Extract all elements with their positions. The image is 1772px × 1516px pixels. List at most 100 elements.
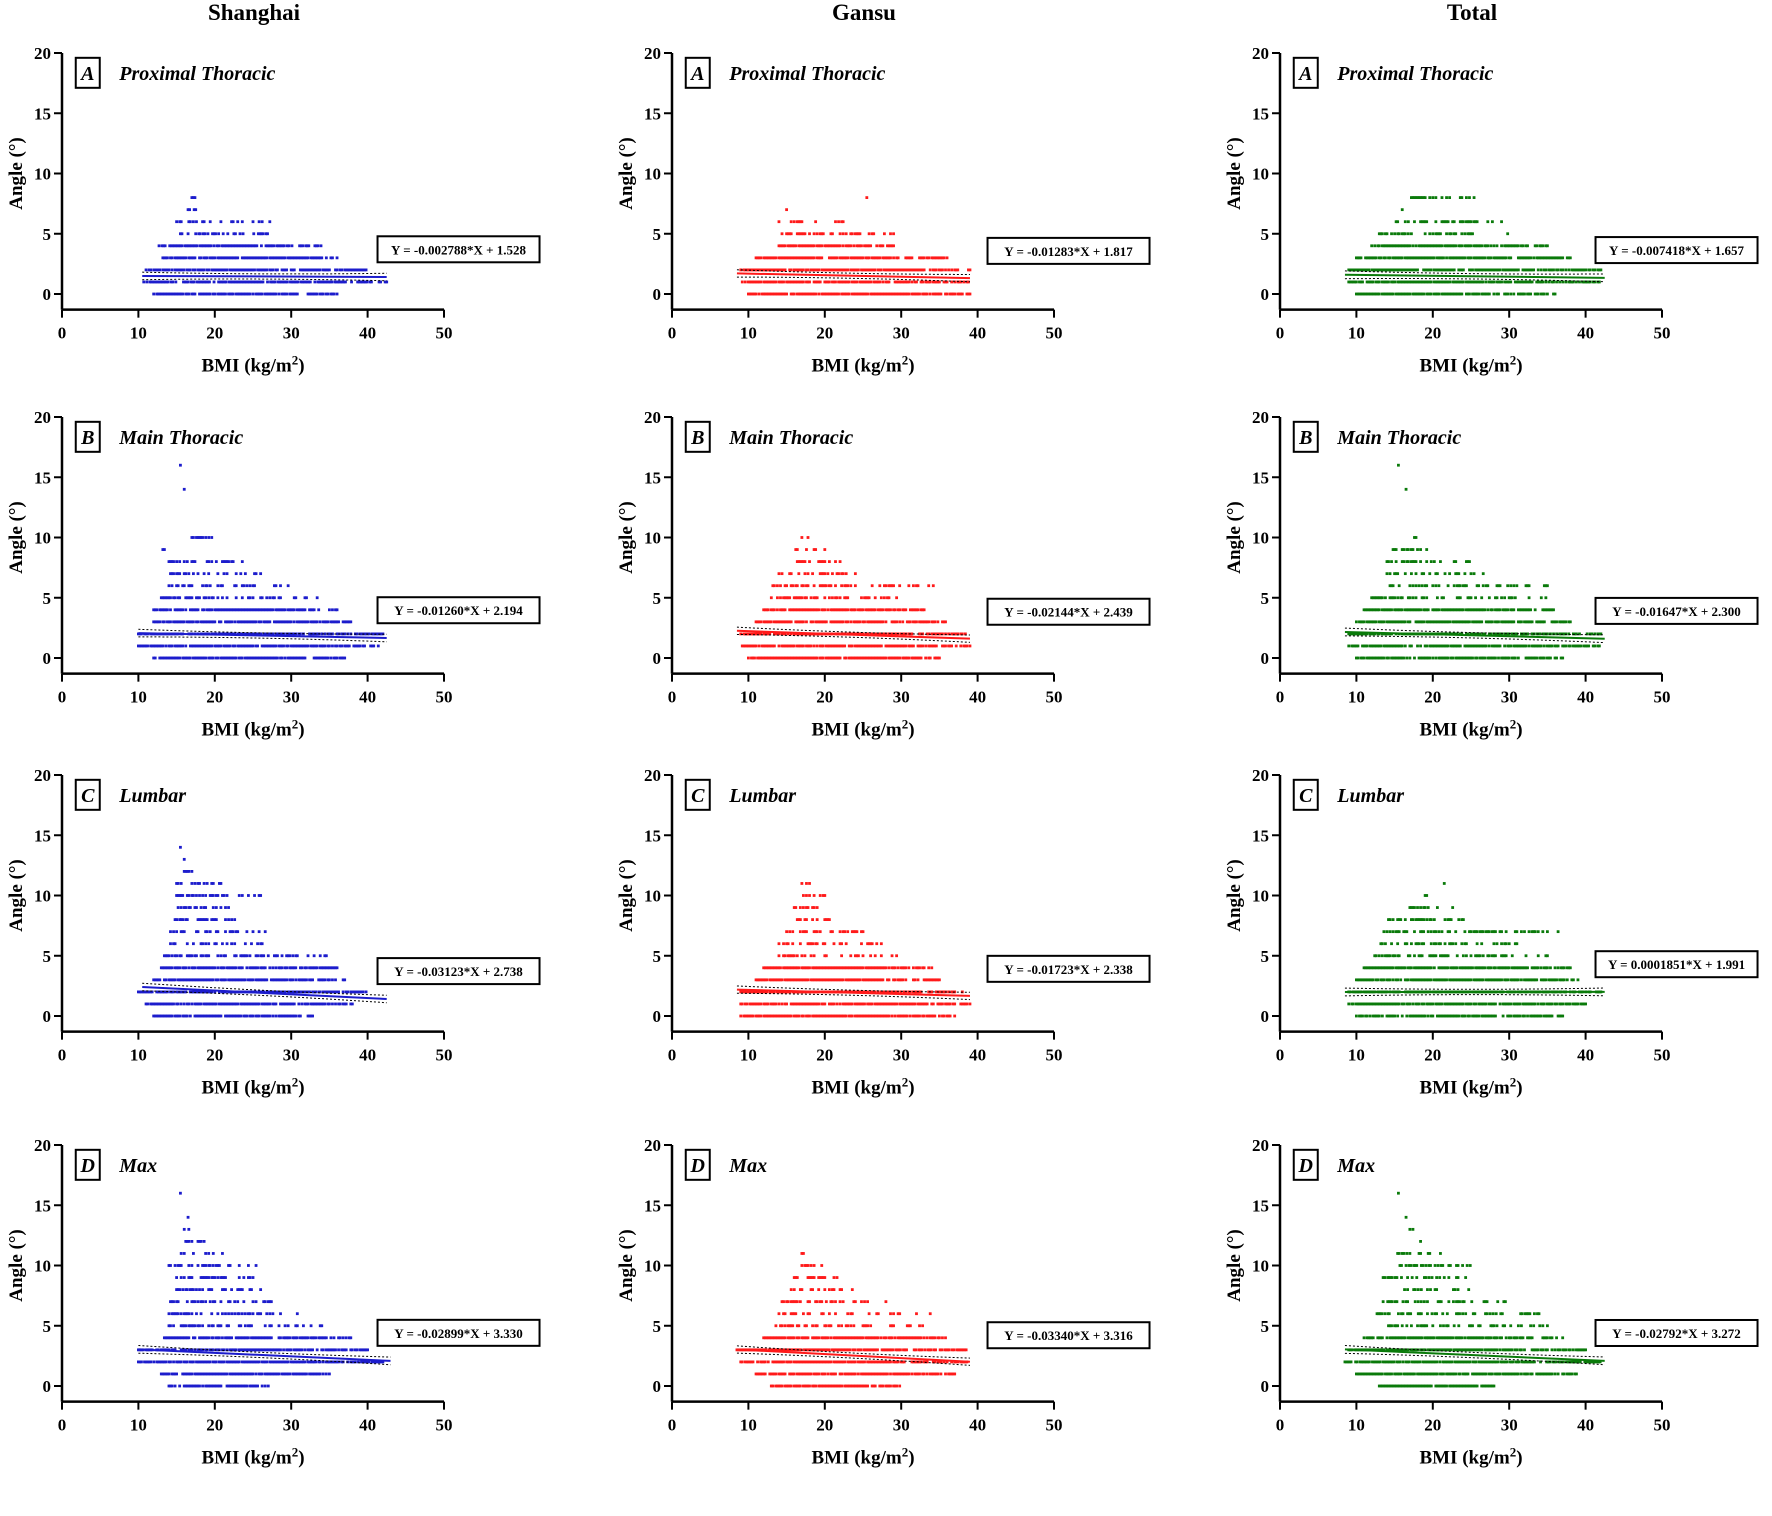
data-point	[838, 596, 842, 600]
data-point	[237, 1372, 241, 1376]
data-point	[187, 1336, 191, 1340]
data-point	[785, 232, 788, 236]
data-point	[251, 268, 255, 272]
data-point	[820, 292, 824, 296]
data-point	[786, 942, 790, 946]
x-tick-label: 30	[283, 688, 300, 707]
data-point	[759, 990, 763, 994]
data-point	[253, 1336, 256, 1340]
data-point	[283, 656, 287, 660]
data-point	[763, 978, 767, 982]
y-tick-label: 0	[43, 285, 52, 304]
data-point	[864, 244, 868, 248]
data-point	[309, 1348, 313, 1352]
data-point	[355, 268, 359, 272]
data-point	[794, 584, 798, 588]
data-point	[187, 906, 191, 909]
data-point	[837, 620, 840, 624]
data-point	[337, 1348, 340, 1352]
data-point	[279, 596, 282, 600]
data-point	[779, 280, 782, 284]
data-point	[303, 990, 307, 994]
data-point	[268, 1360, 272, 1364]
data-point	[892, 232, 895, 236]
data-point	[934, 256, 938, 260]
data-point	[786, 596, 790, 600]
data-point	[795, 292, 799, 296]
data-point	[199, 966, 203, 970]
data-point	[210, 620, 214, 624]
data-point	[905, 280, 909, 284]
data-point	[167, 620, 171, 624]
data-point	[208, 644, 212, 648]
data-point	[234, 1014, 238, 1018]
data-point	[824, 1384, 828, 1388]
data-point	[266, 1336, 270, 1340]
data-point	[247, 1372, 250, 1376]
data-point	[202, 882, 206, 885]
panel-letter: D	[690, 1155, 705, 1177]
data-point	[834, 584, 837, 588]
data-point	[902, 608, 906, 612]
data-point	[798, 978, 802, 982]
data-point	[360, 990, 363, 994]
data-point	[898, 1002, 902, 1006]
data-point	[780, 292, 784, 296]
data-point	[798, 1372, 802, 1376]
data-point	[892, 966, 895, 970]
data-point	[754, 632, 758, 636]
data-point	[294, 954, 298, 958]
data-point	[159, 644, 163, 648]
data-point	[837, 608, 840, 612]
data-point	[222, 560, 226, 563]
data-point	[344, 1002, 348, 1006]
data-point	[357, 990, 360, 994]
data-point	[794, 244, 798, 248]
data-point	[217, 990, 221, 994]
data-point	[921, 256, 924, 260]
data-point	[756, 632, 759, 636]
data-point	[913, 1002, 917, 1006]
data-point	[248, 1276, 252, 1279]
data-point	[328, 608, 331, 612]
data-point	[864, 1372, 868, 1376]
data-point	[837, 966, 840, 970]
data-point	[204, 292, 208, 296]
data-point	[262, 954, 266, 958]
data-point	[802, 966, 805, 970]
data-point	[739, 1014, 743, 1018]
data-point	[948, 644, 952, 648]
data-point	[771, 1372, 775, 1376]
data-point	[812, 644, 816, 648]
data-point	[161, 966, 165, 970]
data-point	[869, 978, 873, 982]
data-point	[280, 620, 284, 624]
data-point	[239, 292, 243, 296]
data-point	[332, 966, 336, 970]
data-point	[872, 990, 876, 994]
data-point	[174, 280, 178, 284]
data-point	[753, 632, 756, 636]
data-point	[269, 656, 273, 660]
data-point	[222, 978, 226, 982]
data-point	[228, 608, 232, 612]
y-tick-label: 15	[644, 826, 661, 845]
data-point	[211, 1360, 215, 1364]
data-point	[941, 644, 944, 648]
data-point	[947, 632, 950, 636]
data-point	[193, 1384, 197, 1388]
data-point	[815, 256, 819, 260]
data-point	[748, 644, 752, 648]
data-point	[959, 632, 963, 636]
data-point	[794, 280, 798, 284]
data-point	[239, 966, 243, 970]
data-point	[181, 1014, 185, 1018]
data-point	[820, 256, 824, 260]
data-point	[176, 1312, 180, 1316]
data-point	[879, 244, 883, 248]
data-point	[853, 268, 857, 272]
data-point	[250, 978, 253, 982]
data-point	[762, 966, 766, 970]
superscript: 2	[292, 1445, 299, 1460]
